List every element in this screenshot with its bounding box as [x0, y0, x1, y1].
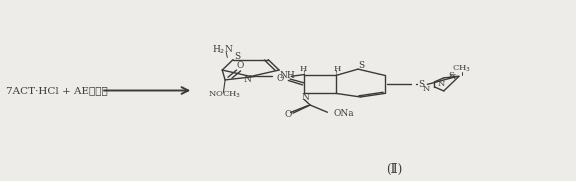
- Text: N: N: [448, 73, 456, 81]
- Text: S: S: [358, 61, 364, 70]
- Text: S: S: [234, 52, 241, 61]
- Text: CH$_3$: CH$_3$: [452, 64, 471, 74]
- Text: S: S: [419, 80, 425, 89]
- Text: ONa: ONa: [333, 109, 354, 118]
- Text: H: H: [300, 65, 307, 73]
- Text: O: O: [276, 74, 283, 83]
- Text: N: N: [302, 93, 309, 102]
- Text: (Ⅱ): (Ⅱ): [386, 163, 403, 176]
- Text: S: S: [448, 71, 454, 79]
- Text: NOCH$_3$: NOCH$_3$: [208, 90, 241, 100]
- Text: H$_2$N: H$_2$N: [212, 43, 234, 56]
- Text: NH: NH: [280, 71, 295, 81]
- Text: 7ACT·HCl + AE活性酶: 7ACT·HCl + AE活性酶: [6, 86, 108, 95]
- Text: N: N: [244, 75, 252, 84]
- Text: H: H: [334, 65, 341, 73]
- Text: N: N: [423, 85, 430, 93]
- Text: O: O: [285, 110, 292, 119]
- Text: N: N: [438, 80, 445, 88]
- Text: O: O: [237, 61, 244, 70]
